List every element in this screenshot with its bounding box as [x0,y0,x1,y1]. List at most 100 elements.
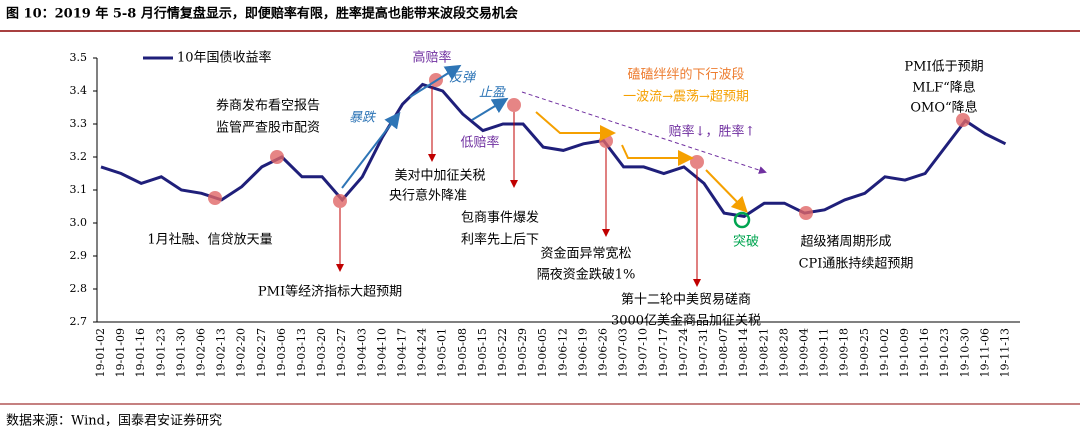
x-tick-label: 19-08-07 [717,328,730,377]
trend-dashed [521,91,767,174]
y-tick-label: 3.5 [70,51,88,64]
annotation: 美对中加征关税 [394,169,485,184]
annotation: PMI等经济指标大超预期 [258,284,402,300]
highlight [956,113,970,127]
trend-arrow [471,97,509,121]
annotation: 赔率↓，胜率↑ [669,124,756,140]
annotation: 高赔率 [412,50,451,66]
annotation: 资金面异常宽松 [540,246,631,262]
x-tick-label: 19-02-27 [255,328,268,377]
trend-arrow [341,111,401,189]
annotation: 低赔率 [460,135,499,151]
highlight [507,98,521,112]
x-tick-label: 19-06-19 [576,328,589,377]
annotation: CPI通胀持续超预期 [799,257,914,272]
x-tick-label: 19-07-03 [617,328,630,377]
x-tick-label: 19-11-13 [999,328,1012,377]
x-tick-label: 19-07-24 [677,328,690,377]
x-tick-label: 19-05-29 [516,328,529,377]
annotation: OMO“降息 [910,100,977,116]
annotation: 超级猪周期形成 [800,235,891,250]
x-tick-label: 19-11-06 [978,328,991,377]
y-tick-label: 2.8 [70,282,88,295]
annotation: 止盈 [479,86,506,101]
x-tick-label: 19-09-18 [838,328,851,377]
x-tick-label: 19-05-15 [476,328,489,377]
annotation: 暴跌 [349,111,377,126]
x-tick-label: 19-06-26 [597,328,610,377]
annotation: PMI低于预期 [904,60,983,75]
x-tick-label: 19-04-03 [355,328,368,377]
annotation: 第十二轮中美贸易磋商 [621,293,751,308]
phase-arrow [705,169,748,213]
x-tick-label: 19-09-04 [798,328,811,377]
annotation: 包商事件爆发 [461,210,539,226]
annotation: 1月社融、信贷放天量 [147,232,272,248]
annotation: 监管严查股市配资 [216,120,320,136]
x-tick-label: 19-03-13 [295,328,308,377]
x-tick-label: 19-01-23 [154,328,167,377]
phase-arrow [535,111,616,141]
x-tick-label: 19-03-27 [335,328,348,377]
annotation: 一波流→震荡→超预期 [623,90,749,105]
y-tick-label: 3.1 [70,183,88,196]
x-tick-label: 19-08-21 [757,328,770,377]
highlight [799,206,813,220]
chart-title: 图 10：2019 年 5-8 月行情复盘显示，即便赔率有限，胜率提高也能带来波… [6,6,519,22]
x-tick-label: 19-10-23 [938,328,951,377]
highlight [690,155,704,169]
x-tick-label: 19-01-09 [114,328,127,377]
annotation: MLF“降息 [912,80,976,96]
highlight [333,194,347,208]
x-tick-label: 19-03-06 [275,328,288,377]
y-tick-label: 3.4 [70,84,88,97]
x-tick-label: 19-04-24 [416,328,429,377]
highlight [599,134,613,148]
x-tick-label: 19-02-20 [235,328,248,377]
x-tick-label: 19-06-12 [556,328,569,377]
x-tick-label: 19-08-28 [777,328,790,377]
annotation: 隔夜资金跌破1% [537,267,636,283]
annotation: 突破 [733,234,759,250]
x-tick-label: 19-04-17 [396,328,409,377]
x-tick-label: 19-07-10 [637,328,650,377]
source: 数据来源：Wind，国泰君安证券研究 [6,413,222,429]
annotation: 央行意外降准 [389,188,467,204]
x-tick-label: 19-08-14 [737,328,750,377]
x-tick-label: 19-07-17 [657,328,670,377]
x-tick-label: 19-10-16 [918,328,931,377]
x-tick-label: 19-09-11 [818,328,831,377]
y-tick-label: 3.2 [70,150,88,163]
x-tick-label: 19-05-22 [496,328,509,377]
x-tick-label: 19-01-30 [174,328,187,377]
x-tick-label: 19-05-08 [456,328,469,377]
legend-label: 10年国债收益率 [177,50,272,66]
annotation: 利率先上后下 [461,232,539,248]
x-tick-label: 19-10-30 [958,328,971,377]
x-tick-label: 19-02-06 [195,328,208,377]
highlight [208,191,222,205]
x-tick-label: 19-04-10 [375,328,388,377]
y-tick-label: 3.3 [70,117,88,130]
annotation: 磕磕绊绊的下行波段 [627,67,744,83]
y-tick-label: 2.9 [70,249,88,262]
y-tick-label: 2.7 [70,315,88,328]
trend-arrow [409,64,462,98]
phase-arrow [621,144,694,166]
x-tick-label: 19-09-25 [858,328,871,377]
x-tick-label: 19-07-31 [697,328,710,377]
x-tick-label: 19-03-20 [315,328,328,377]
x-tick-label: 19-01-16 [134,328,147,377]
x-tick-label: 19-02-13 [215,328,228,377]
x-tick-label: 19-10-02 [878,328,891,377]
breakout-ring [733,211,751,229]
x-tick-label: 19-01-02 [94,328,107,377]
x-tick-label: 19-06-05 [536,328,549,377]
x-tick-label: 19-10-09 [898,328,911,377]
x-tick-label: 19-05-01 [436,328,449,377]
annotation: 反弹 [449,71,477,86]
series-line [100,82,1007,218]
annotation: 券商发布看空报告 [216,98,320,114]
y-tick-label: 3.0 [70,216,88,229]
